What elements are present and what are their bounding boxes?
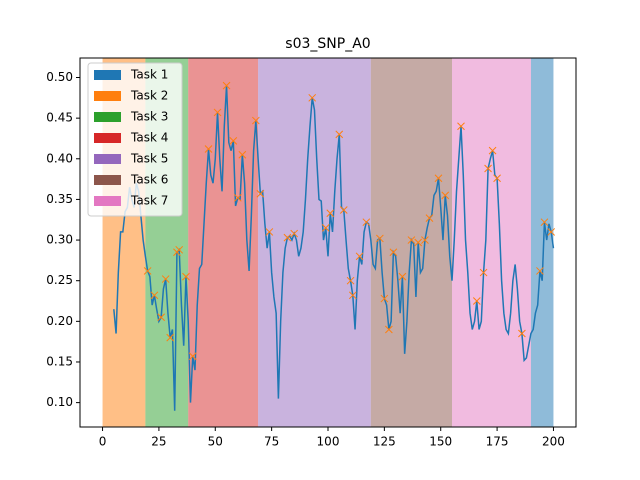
legend-label: Task 5 — [130, 152, 168, 166]
peak-marker — [326, 209, 335, 218]
y-tick-label: 0.15 — [46, 354, 73, 368]
peak-marker — [252, 116, 260, 125]
peak-marker — [335, 130, 344, 139]
peak-marker — [150, 291, 159, 300]
peak-marker — [265, 228, 274, 236]
peak-marker — [493, 174, 501, 183]
legend-swatch — [94, 196, 121, 206]
peak-marker — [222, 81, 231, 90]
legend-label: Task 3 — [130, 110, 168, 124]
legend-swatch — [94, 154, 121, 164]
x-tick-label: 100 — [317, 435, 340, 449]
legend-swatch — [94, 91, 121, 101]
peak-marker — [355, 252, 364, 261]
x-tick-label: 0 — [99, 435, 107, 449]
peak-marker — [441, 191, 450, 200]
peak-marker — [421, 236, 429, 244]
peak-marker — [472, 297, 481, 305]
peak-marker — [425, 214, 434, 222]
data-line — [113, 85, 555, 411]
y-tick-label: 0.30 — [46, 233, 73, 247]
peak-marker — [290, 229, 299, 238]
peak-marker — [182, 272, 190, 281]
peak-marker — [238, 150, 247, 159]
peak-marker — [547, 228, 556, 236]
y-tick-label: 0.45 — [46, 111, 73, 125]
legend-label: Task 6 — [130, 173, 168, 187]
peak-marker — [256, 189, 265, 198]
peak-marker — [346, 276, 355, 285]
y-tick-label: 0.20 — [46, 314, 73, 328]
peak-marker — [362, 218, 371, 227]
y-tick-label: 0.25 — [46, 273, 73, 287]
y-tick-label: 0.10 — [46, 395, 73, 409]
peak-marker — [434, 174, 443, 183]
y-tick-label: 0.40 — [46, 151, 73, 165]
peak-marker — [161, 275, 170, 283]
peak-marker — [385, 325, 393, 334]
peak-marker — [175, 245, 184, 254]
peak-marker — [389, 248, 398, 257]
legend-label: Task 4 — [130, 131, 168, 145]
peak-marker — [536, 267, 544, 275]
peak-marker — [321, 224, 330, 232]
peak-marker — [380, 294, 389, 303]
peak-marker — [204, 145, 213, 153]
peak-marker — [213, 108, 222, 117]
peak-marker — [540, 218, 549, 227]
peak-marker — [376, 234, 384, 243]
peak-marker — [407, 236, 416, 244]
x-tick-label: 50 — [208, 435, 223, 449]
x-tick-label: 175 — [486, 435, 509, 449]
peak-marker — [283, 233, 292, 242]
peak-marker — [143, 267, 152, 275]
y-tick-label: 0.35 — [46, 192, 73, 206]
peak-marker — [484, 164, 492, 173]
peak-marker — [233, 193, 242, 202]
peak-marker — [157, 313, 166, 322]
x-tick-label: 150 — [429, 435, 452, 449]
peak-marker — [188, 352, 197, 361]
task-span — [530, 58, 554, 427]
peak-marker — [479, 268, 488, 277]
x-tick-label: 125 — [373, 435, 396, 449]
peak-marker — [518, 329, 526, 338]
peak-marker — [414, 238, 423, 247]
peak-marker — [229, 137, 238, 145]
legend: Task 1 Task 2 Task 3 Task 4 Task 5 Task 6 Task… — [87, 62, 183, 217]
task-span — [452, 58, 531, 427]
chart-title: s03_SNP_A0 — [285, 36, 370, 52]
y-tick-label: 0.50 — [46, 70, 73, 84]
legend-swatch — [94, 112, 121, 122]
peak-marker — [348, 291, 357, 300]
legend-swatch — [94, 70, 121, 80]
x-tick-label: 25 — [151, 435, 166, 449]
legend-label: Task 2 — [130, 89, 168, 103]
x-tick-label: 75 — [264, 435, 279, 449]
peak-marker — [339, 206, 348, 214]
legend-label: Task 1 — [130, 68, 168, 82]
peak-marker — [166, 333, 175, 342]
legend-swatch — [94, 175, 121, 185]
peak-marker — [488, 146, 497, 155]
x-tick-label: 200 — [542, 435, 565, 449]
legend-swatch — [94, 133, 121, 143]
peak-marker — [398, 272, 407, 281]
peak-marker — [457, 122, 465, 131]
legend-label: Task 7 — [130, 194, 168, 208]
peak-marker — [308, 93, 317, 102]
